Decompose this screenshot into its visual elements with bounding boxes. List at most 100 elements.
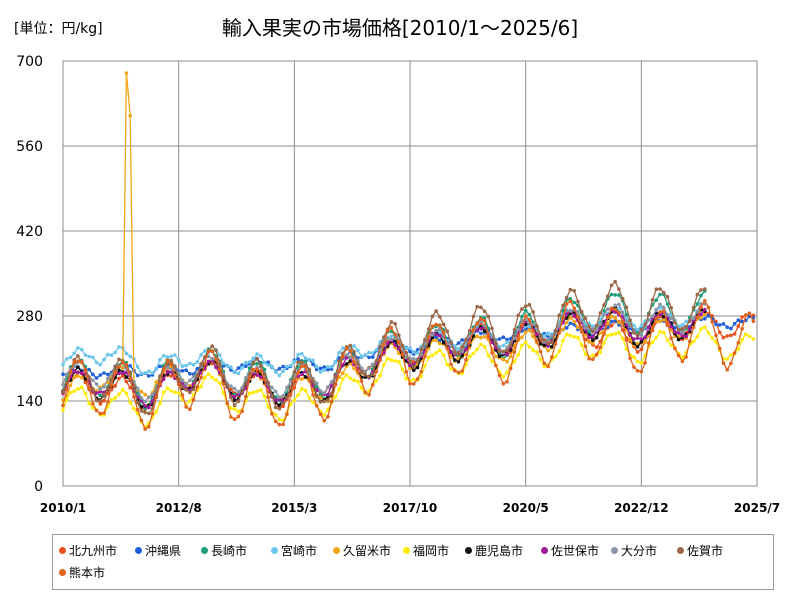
- legend-item: 北九州市: [59, 542, 117, 559]
- data-point: [370, 383, 375, 387]
- data-point: [106, 376, 110, 381]
- data-point: [259, 375, 263, 379]
- data-point: [501, 381, 506, 386]
- data-point: [419, 347, 424, 352]
- data-point: [609, 319, 614, 324]
- data-point: [591, 357, 595, 362]
- data-point: [161, 353, 166, 358]
- data-point: [251, 357, 256, 361]
- data-point: [87, 367, 91, 372]
- data-point: [176, 358, 181, 362]
- data-point: [538, 342, 543, 346]
- data-point: [628, 356, 632, 361]
- legend-item: 宮崎市: [271, 542, 317, 559]
- data-point: [561, 327, 565, 332]
- data-point: [300, 364, 304, 369]
- data-point: [632, 341, 636, 346]
- data-point: [169, 362, 173, 367]
- data-point: [583, 352, 588, 357]
- data-point: [576, 315, 580, 319]
- y-tick-label: 140: [16, 394, 43, 410]
- data-point: [367, 375, 371, 379]
- data-point: [109, 398, 114, 402]
- data-point: [740, 327, 744, 331]
- data-point: [508, 366, 513, 371]
- data-point: [691, 305, 696, 310]
- data-point: [680, 334, 685, 338]
- data-point: [434, 351, 438, 355]
- data-point: [382, 342, 386, 347]
- data-point: [624, 347, 629, 351]
- data-point: [322, 399, 327, 404]
- data-point: [262, 377, 267, 382]
- data-point: [285, 385, 289, 390]
- data-point: [729, 361, 733, 366]
- data-point: [430, 335, 435, 340]
- data-point: [400, 367, 405, 372]
- data-point: [501, 343, 506, 348]
- data-point: [236, 399, 241, 404]
- data-point: [542, 333, 547, 338]
- data-point: [300, 387, 304, 391]
- data-point: [385, 341, 390, 346]
- data-point: [363, 353, 368, 358]
- legend-label: 宮崎市: [281, 544, 318, 558]
- data-point: [106, 352, 110, 357]
- data-point: [378, 344, 383, 349]
- data-point: [120, 366, 125, 370]
- data-point: [538, 357, 543, 362]
- data-point: [729, 333, 733, 338]
- data-point: [639, 337, 644, 341]
- data-point: [624, 320, 629, 324]
- data-point: [102, 398, 106, 403]
- legend-item: 佐世保市: [541, 542, 599, 559]
- data-point: [180, 385, 185, 389]
- data-point: [635, 333, 640, 338]
- data-point: [680, 355, 685, 360]
- data-point: [456, 370, 461, 375]
- data-point: [725, 357, 729, 361]
- data-point: [456, 352, 461, 356]
- data-point: [501, 349, 506, 354]
- data-point: [497, 373, 502, 378]
- data-point: [643, 335, 647, 340]
- data-point: [602, 309, 606, 313]
- data-point: [587, 329, 591, 334]
- data-point: [635, 359, 640, 364]
- data-point: [124, 375, 129, 379]
- data-point: [262, 372, 267, 377]
- data-point: [83, 391, 88, 396]
- data-point: [61, 362, 65, 367]
- data-point: [471, 334, 476, 338]
- data-point: [329, 391, 334, 396]
- data-point: [404, 369, 409, 374]
- data-point: [296, 352, 300, 357]
- data-point: [725, 334, 729, 338]
- data-point: [311, 362, 315, 367]
- data-point: [326, 392, 330, 397]
- data-point: [475, 347, 480, 352]
- data-point: [699, 305, 703, 310]
- data-point: [486, 332, 491, 337]
- data-point: [635, 350, 640, 354]
- data-point: [673, 320, 677, 325]
- data-point: [188, 378, 192, 383]
- data-point: [747, 334, 752, 339]
- data-point: [591, 324, 595, 328]
- data-point: [367, 350, 371, 355]
- data-point: [669, 316, 673, 321]
- data-point: [411, 350, 416, 354]
- data-point: [270, 412, 274, 416]
- data-point: [598, 345, 603, 350]
- data-point: [385, 336, 390, 341]
- data-point: [277, 403, 282, 408]
- data-point: [259, 364, 263, 368]
- data-point: [572, 335, 576, 339]
- data-point: [154, 366, 159, 371]
- data-point: [348, 348, 353, 353]
- data-point: [356, 379, 360, 384]
- data-point: [411, 368, 416, 373]
- data-point: [579, 318, 584, 323]
- data-point: [352, 349, 356, 354]
- data-point: [255, 389, 259, 394]
